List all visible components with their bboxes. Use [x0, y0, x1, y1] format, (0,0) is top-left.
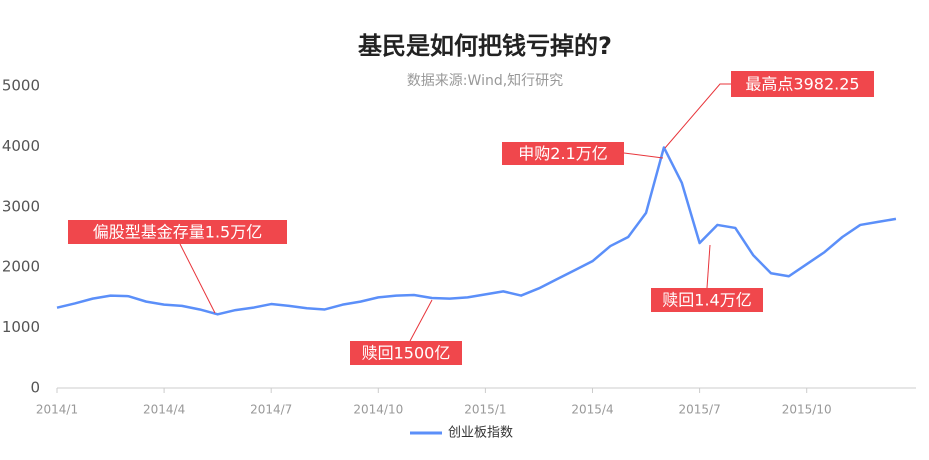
annotation-connector — [409, 299, 433, 342]
y-tick-label: 2000 — [2, 258, 40, 276]
annotation-box — [502, 142, 624, 165]
y-tick-label: 5000 — [2, 77, 40, 95]
x-tick-label: 2014/4 — [143, 403, 185, 417]
annotation-connector — [623, 152, 664, 159]
legend-label: 创业板指数 — [448, 426, 513, 441]
x-tick-label: 2014/10 — [353, 403, 403, 417]
chart-subtitle: 数据来源:Wind,知行研究 — [407, 72, 563, 89]
annotation: 申购2.1万亿 — [518, 144, 607, 163]
annotation: 赎回1500亿 — [362, 344, 451, 363]
x-tick-label: 2015/1 — [464, 403, 506, 417]
annotation-connector — [664, 83, 731, 149]
x-tick-label: 2014/7 — [250, 403, 292, 417]
annotation-box — [350, 341, 462, 365]
y-tick-label: 0 — [30, 379, 40, 397]
annotation: 偏股型基金存量1.5万亿 — [93, 223, 262, 242]
line — [56, 146, 897, 316]
y-tick-label: 1000 — [2, 318, 40, 336]
chart-title: 基民是如何把钱亏掉的? — [358, 32, 612, 60]
annotation-connector — [706, 244, 711, 289]
x-tick-label: 2014/1 — [36, 403, 78, 417]
annotation-connector — [179, 243, 216, 314]
y-tick-label: 4000 — [2, 137, 40, 155]
x-tick-label: 2015/7 — [678, 403, 720, 417]
y-tick-label: 3000 — [2, 197, 40, 215]
x-tick-label: 2015/4 — [571, 403, 613, 417]
annotation-box — [651, 288, 763, 312]
annotation: 最高点3982.25 — [745, 75, 859, 94]
annotation-box — [731, 71, 874, 97]
x-tick-label: 2015/10 — [782, 403, 832, 417]
annotation-box — [68, 220, 287, 244]
annotation: 赎回1.4万亿 — [662, 291, 751, 310]
